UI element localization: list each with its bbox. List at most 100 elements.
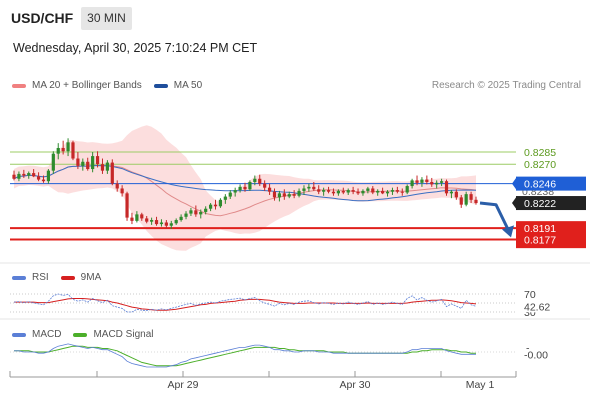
forecast-path xyxy=(479,201,511,233)
support-price-tag xyxy=(516,221,586,249)
candle-body xyxy=(253,178,257,182)
time-axis-label: Apr 29 xyxy=(168,379,199,391)
candle-body xyxy=(22,173,26,176)
candle-body xyxy=(454,191,458,198)
candle-body xyxy=(267,187,272,192)
candle-body xyxy=(46,170,51,182)
candle-body xyxy=(51,153,55,171)
macd-legend-swatch xyxy=(12,332,26,337)
candle-body xyxy=(272,191,277,198)
forecast-arrowhead xyxy=(502,225,514,238)
candle-body xyxy=(76,158,80,166)
ma20-legend-label: MA 20 + Bollinger Bands xyxy=(32,80,142,91)
candle-body xyxy=(410,180,414,187)
pivot-label: 0.8246 xyxy=(524,179,556,191)
candle-body xyxy=(287,194,291,197)
candle-body xyxy=(292,194,296,196)
candle-body xyxy=(125,193,129,218)
rsi-value-label: 42.62 xyxy=(524,301,550,313)
support-label-1: 0.8191 xyxy=(524,223,556,235)
candle-body xyxy=(145,218,149,222)
candle-body xyxy=(263,183,267,188)
candle-body xyxy=(390,190,395,192)
candle-body xyxy=(248,182,252,190)
candle-body xyxy=(317,189,321,192)
candle-body xyxy=(130,217,134,221)
candle-body xyxy=(336,190,340,194)
candle-body xyxy=(204,208,208,212)
candle-body xyxy=(115,183,119,189)
candle-body xyxy=(208,204,213,209)
candle-body xyxy=(189,210,193,214)
candle-body xyxy=(179,216,183,221)
candle-body xyxy=(449,191,454,194)
last-price-tag-arrow xyxy=(512,196,517,211)
price-legend: MA 20 + Bollinger Bands MA 50 xyxy=(12,80,214,91)
candle-body xyxy=(32,173,36,177)
candle-body xyxy=(91,156,95,170)
candle-body xyxy=(307,186,311,189)
candle-body xyxy=(100,164,105,171)
candle-body xyxy=(66,142,70,152)
candle-body xyxy=(420,179,424,183)
candle-body xyxy=(56,148,60,154)
candle-body xyxy=(326,190,331,192)
interval-button[interactable]: 30 MIN xyxy=(81,7,132,30)
candle-body xyxy=(194,210,198,215)
candle-body xyxy=(174,220,178,224)
candle-body xyxy=(154,220,159,225)
chart-datetime: Wednesday, April 30, 2025 7:10:24 PM CET xyxy=(13,41,258,55)
candle-body xyxy=(71,142,75,159)
candle-body xyxy=(415,180,419,183)
candle-body xyxy=(312,186,316,190)
rsi-ma-legend-label: 9MA xyxy=(80,272,102,283)
macd-legend: MACD MACD Signal xyxy=(12,329,165,340)
candle-body xyxy=(233,190,237,193)
candle-body xyxy=(351,190,355,192)
candle-body xyxy=(346,190,350,193)
candle-body xyxy=(322,190,326,192)
candle-body xyxy=(110,162,114,184)
candle-body xyxy=(86,161,90,170)
macd-signal-legend-swatch xyxy=(73,332,88,337)
time-axis-label: May 1 xyxy=(466,379,495,391)
last-price-label: 0.8222 xyxy=(524,198,556,210)
candle-body xyxy=(425,179,429,182)
candle-body xyxy=(435,182,439,185)
macd-signal-legend-label: MACD Signal xyxy=(93,329,154,340)
rsi-level-70: 70 xyxy=(524,289,536,301)
candle-body xyxy=(27,173,31,176)
candle-body xyxy=(444,181,449,194)
rsi-legend: RSI 9MA xyxy=(12,272,113,283)
candle-body xyxy=(277,193,282,198)
candle-body xyxy=(61,148,65,152)
ma20-legend-swatch xyxy=(12,83,26,88)
macd-legend-label: MACD xyxy=(32,329,62,340)
macd-signal-line xyxy=(14,345,476,367)
candle-body xyxy=(459,197,463,205)
ma50-legend-label: MA 50 xyxy=(173,80,203,91)
candle-body xyxy=(302,188,306,191)
candle-body xyxy=(159,222,164,225)
candle-body xyxy=(213,204,218,207)
copyright-text: Research © 2025 Trading Central xyxy=(431,80,581,91)
last-price-tag xyxy=(516,196,586,211)
candle-body xyxy=(439,181,444,183)
candle-body xyxy=(331,191,336,194)
candle-body xyxy=(218,199,223,207)
candle-body xyxy=(164,222,168,226)
macd-tick-mark: - xyxy=(526,342,530,354)
symbol-title[interactable]: USD/CHF xyxy=(11,10,74,26)
candle-body xyxy=(105,162,109,171)
resistance-label-1: 0.8285 xyxy=(524,147,556,159)
rsi-line xyxy=(13,293,477,313)
rsi-legend-swatch xyxy=(12,275,26,280)
rsi-value-backdrop xyxy=(518,300,558,313)
candle-body xyxy=(464,194,468,205)
candle-body xyxy=(385,191,390,194)
macd-line xyxy=(14,343,476,368)
candle-body xyxy=(395,190,399,192)
pivot-price-tag xyxy=(516,176,586,191)
